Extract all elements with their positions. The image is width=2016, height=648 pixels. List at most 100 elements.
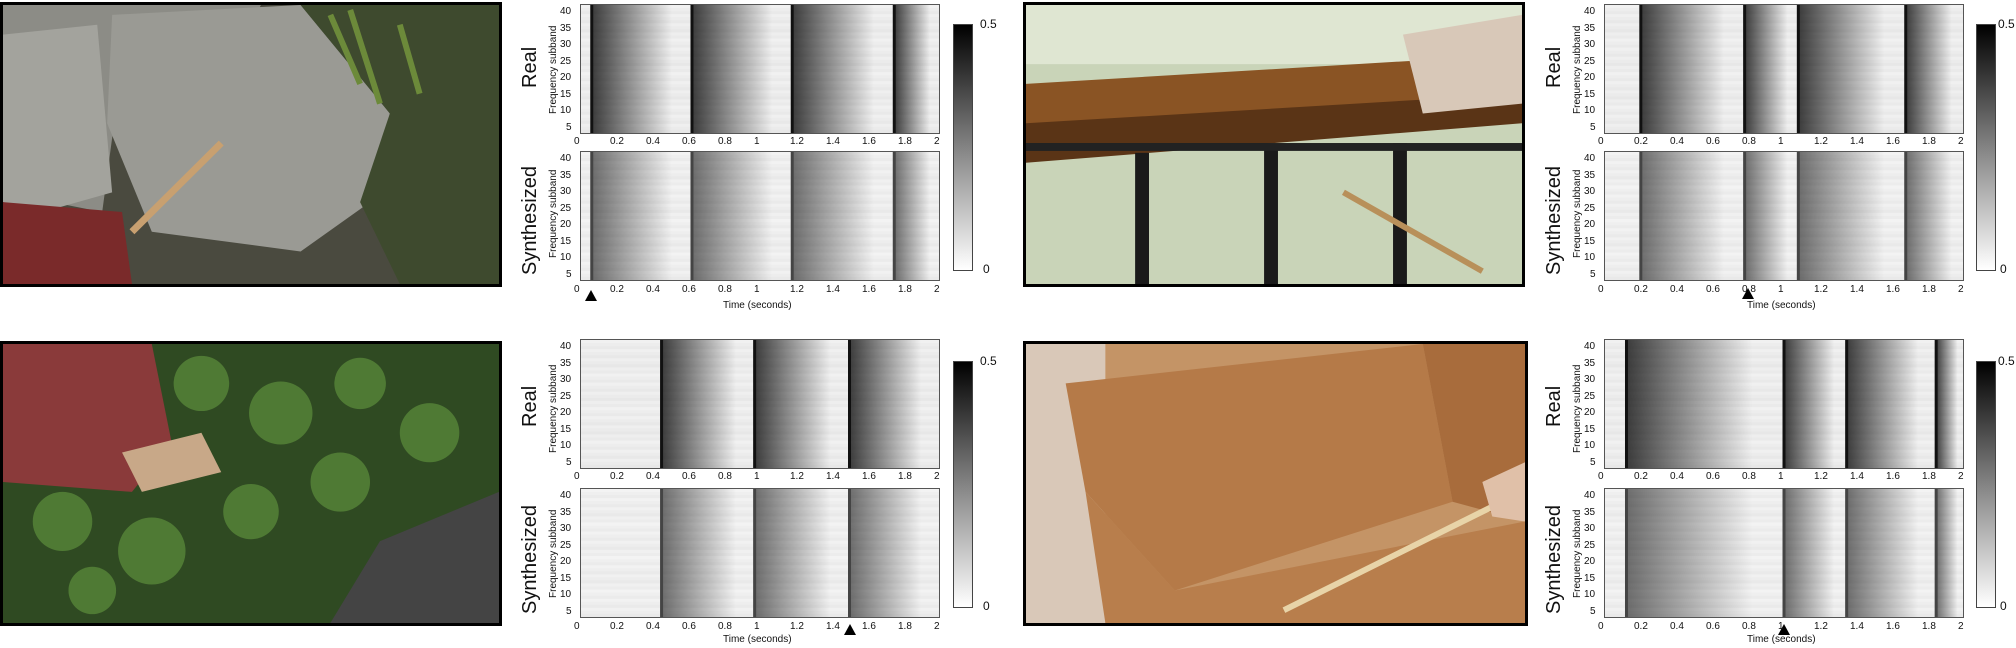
onset-band <box>1782 489 1786 617</box>
y-tick-label: 25 <box>560 539 572 551</box>
y-tick-label: 40 <box>1584 153 1596 164</box>
onset-decay <box>894 5 931 133</box>
y-tick-label: 20 <box>560 219 572 231</box>
x-tick-label: 0 <box>574 284 580 295</box>
x-tick-label: 0.4 <box>1670 136 1684 147</box>
x-axis-label: Time (seconds) <box>1747 634 1816 645</box>
video-frame-railing <box>1023 2 1525 287</box>
x-tick-label: 1.4 <box>1850 284 1864 295</box>
x-tick-label: 1.2 <box>1814 284 1828 295</box>
onset-band <box>1743 152 1747 280</box>
x-tick-label: 1.4 <box>1850 621 1864 632</box>
x-tick-label: 0.8 <box>1742 471 1756 482</box>
x-tick-label: 0.4 <box>646 284 660 295</box>
x-axis-label: Time (seconds) <box>723 634 792 645</box>
x-tick-label: 2 <box>934 284 940 295</box>
onset-decay <box>792 152 874 280</box>
onset-decay <box>1905 152 1952 280</box>
onset-band <box>1639 5 1643 133</box>
x-tick-label: 0 <box>1598 471 1604 482</box>
onset-decay <box>792 5 874 133</box>
x-tick-label: 1.4 <box>826 471 840 482</box>
x-tick-label: 2 <box>1958 284 1964 295</box>
x-tick-label: 0.4 <box>646 136 660 147</box>
x-tick-label: 0.2 <box>610 136 624 147</box>
y-tick-label: 5 <box>566 269 572 280</box>
x-tick-label: 1.4 <box>1850 471 1864 482</box>
y-axis-label: Frequency subband <box>548 25 559 114</box>
x-tick-label: 1.2 <box>1814 621 1828 632</box>
y-tick-label: 20 <box>1584 556 1596 568</box>
y-tick-label: 10 <box>560 589 572 601</box>
onset-band <box>790 152 794 280</box>
colorbar <box>953 24 973 271</box>
onset-band <box>1934 489 1938 617</box>
x-tick-label: 1.2 <box>1814 471 1828 482</box>
x-tick-label: 1.8 <box>898 471 912 482</box>
y-tick-label: 15 <box>1584 423 1596 435</box>
y-axis-label: Frequency subband <box>1572 25 1583 114</box>
row-label-synthesized: Synthesized <box>519 505 541 614</box>
x-tick-label: 0.4 <box>646 471 660 482</box>
y-tick-label: 5 <box>1590 606 1596 617</box>
x-tick-label: 0.2 <box>1634 284 1648 295</box>
x-tick-label: 0.8 <box>718 284 732 295</box>
x-tick-label: 2 <box>1958 136 1964 147</box>
x-tick-label: 1 <box>1778 284 1784 295</box>
y-tick-label: 30 <box>560 186 572 198</box>
x-tick-label: 0.8 <box>718 471 732 482</box>
onset-decay <box>849 340 922 468</box>
colorbar-min-label: 0 <box>983 599 990 613</box>
y-tick-label: 5 <box>1590 269 1596 280</box>
x-tick-label: 1.2 <box>790 471 804 482</box>
colorbar-min-label: 0 <box>2000 599 2007 613</box>
onset-band <box>660 489 664 617</box>
x-tick-label: 1.2 <box>790 284 804 295</box>
y-tick-label: 5 <box>566 457 572 468</box>
spectrogram-real <box>580 339 940 469</box>
y-tick-label: 40 <box>1584 6 1596 17</box>
onset-band <box>660 340 664 468</box>
y-tick-label: 25 <box>560 390 572 402</box>
x-tick-label: 0.6 <box>682 621 696 632</box>
y-tick-label: 10 <box>1584 589 1596 601</box>
y-axis-label: Frequency subband <box>1572 509 1583 598</box>
onset-decay <box>1640 152 1724 280</box>
y-tick-label: 5 <box>566 606 572 617</box>
x-tick-label: 0.2 <box>610 471 624 482</box>
onset-marker <box>844 624 856 635</box>
x-tick-label: 2 <box>934 471 940 482</box>
x-tick-label: 1.8 <box>1922 471 1936 482</box>
y-tick-label: 40 <box>560 153 572 164</box>
x-tick-label: 0.4 <box>646 621 660 632</box>
onset-band <box>790 5 794 133</box>
x-tick-label: 0.4 <box>1670 284 1684 295</box>
onset-band <box>1904 5 1908 133</box>
onset-band <box>1796 152 1800 280</box>
onset-band <box>848 340 851 468</box>
x-tick-label: 0.8 <box>718 621 732 632</box>
y-tick-label: 30 <box>1584 523 1596 535</box>
onset-decay <box>1784 340 1835 468</box>
y-tick-label: 40 <box>1584 490 1596 501</box>
y-tick-label: 35 <box>560 506 572 518</box>
onset-marker <box>1742 288 1754 299</box>
x-tick-label: 2 <box>934 136 940 147</box>
colorbar <box>953 361 973 608</box>
x-tick-label: 0.2 <box>1634 621 1648 632</box>
y-tick-label: 15 <box>1584 88 1596 100</box>
x-tick-label: 0 <box>574 136 580 147</box>
x-tick-label: 1 <box>754 621 760 632</box>
x-tick-label: 0 <box>1598 284 1604 295</box>
onset-marker <box>1778 624 1790 635</box>
railing-scene-image <box>1026 5 1522 284</box>
x-tick-label: 2 <box>1958 621 1964 632</box>
onset-decay <box>1798 5 1885 133</box>
y-tick-label: 10 <box>560 105 572 117</box>
y-tick-label: 40 <box>560 6 572 17</box>
y-tick-label: 20 <box>560 72 572 84</box>
x-tick-label: 0 <box>574 621 580 632</box>
x-tick-label: 0 <box>1598 136 1604 147</box>
x-tick-label: 0.6 <box>682 471 696 482</box>
x-tick-label: 0 <box>574 471 580 482</box>
